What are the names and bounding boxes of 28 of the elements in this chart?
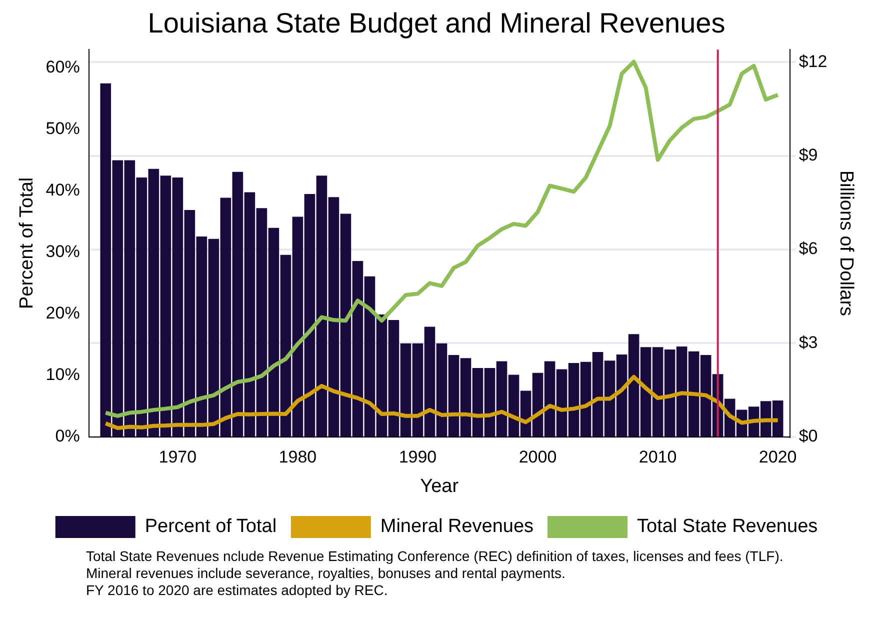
x-tick-label: 2020 <box>758 448 797 467</box>
y-tick-label: 40% <box>46 180 80 200</box>
y-tick-label: 20% <box>46 304 80 323</box>
legend-label: Total State Revenues <box>637 516 818 538</box>
y2-tick-label: $12 <box>798 52 828 71</box>
x-tick-label: 1990 <box>398 448 437 467</box>
x-tick-label: 1970 <box>158 448 197 467</box>
y-tick-label: 10% <box>46 365 80 384</box>
x-axis-title: Year <box>420 476 460 497</box>
y2-tick-label: $6 <box>798 239 818 258</box>
chart-title: Louisiana State Budget and Mineral Revenues <box>148 8 726 39</box>
y-tick-label: 30% <box>46 242 80 262</box>
legend-label: Mineral Revenues <box>380 516 534 538</box>
y2-tick-label: $9 <box>798 145 818 164</box>
y2-tick-label: $3 <box>798 332 818 352</box>
y-tick-label: 60% <box>46 58 80 77</box>
text: FY 2016 to 2020 are estimates adopted by REC. <box>86 582 389 599</box>
y-tick-label: 0% <box>55 426 80 446</box>
x-tick-label: 1980 <box>278 448 317 467</box>
x-tick-label: 2010 <box>638 448 677 467</box>
y-tick-label: 50% <box>46 119 80 138</box>
y2-tick-label: $0 <box>798 426 818 446</box>
text: Total State Revenues nclude Revenue Estimating Conference (REC) definition of taxes, licenses and fees (TLF). <box>86 548 784 565</box>
text: Mineral revenues include severance, royalties, bonuses and rental payments. <box>86 565 566 582</box>
y-axis-title: Percent of Total <box>16 177 38 310</box>
y2-axis-title: Billions of Dollars <box>835 170 856 316</box>
legend-label: Percent of Total <box>144 516 277 538</box>
x-tick-label: 2000 <box>518 448 557 467</box>
